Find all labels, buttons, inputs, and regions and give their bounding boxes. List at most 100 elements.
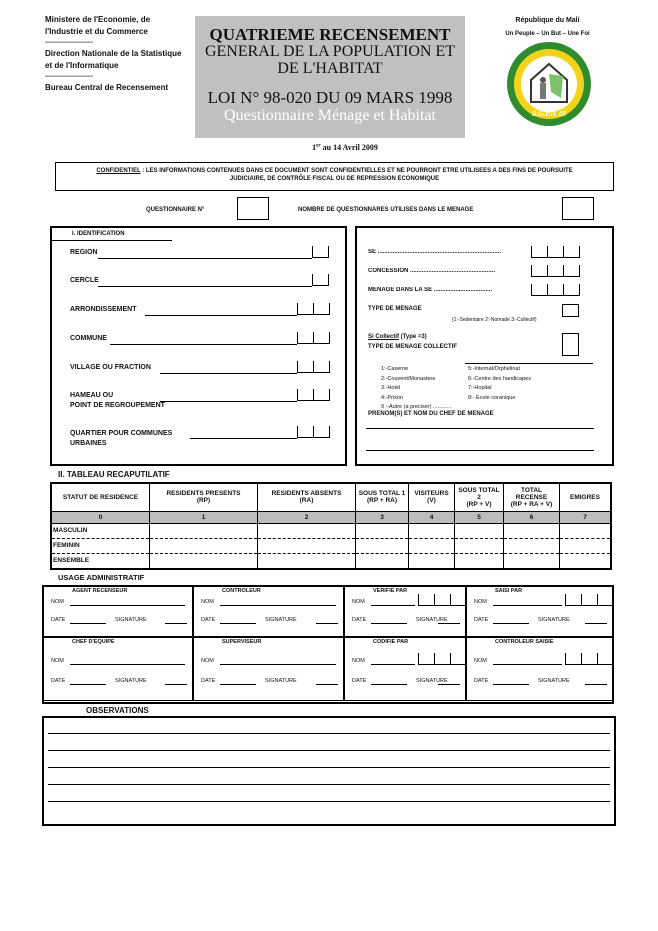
col-header: STATUT DE RESIDENCE	[50, 482, 150, 512]
census-dates: 1er au 14 Avril 2009	[290, 143, 400, 152]
confidential-text: : LES INFORMATIONS CONTENUES DANS CE DOC…	[140, 168, 573, 174]
observations-title: OBSERVATIONS	[86, 706, 149, 715]
type-menage-field[interactable]	[562, 304, 579, 317]
divider: ------------------------	[45, 74, 93, 80]
role-label: AGENT RECENSEUR	[72, 588, 128, 594]
date-field[interactable]	[493, 623, 529, 624]
nom-label: NOM	[201, 658, 214, 664]
signature-field[interactable]	[165, 623, 187, 624]
ministry-line: Ministere de l'Economie, de	[45, 15, 151, 24]
nom-field[interactable]	[371, 664, 415, 665]
nb-questionnaires-field[interactable]	[562, 197, 594, 220]
signature-label: SIGNATURE	[538, 617, 570, 623]
date-field[interactable]	[371, 684, 407, 685]
nom-label: NOM	[201, 599, 214, 605]
col-header: RESIDENTS ABSENTS (RA)	[257, 482, 356, 512]
region-field[interactable]	[98, 258, 312, 259]
nb-questionnaires-label: NOMBRE DE QUESTIONNARES UTILISES DANS LE…	[298, 207, 474, 213]
region-code[interactable]	[312, 246, 329, 258]
code-cells[interactable]	[565, 653, 614, 665]
option: 1:-Caserne	[381, 366, 409, 372]
signature-field[interactable]	[165, 684, 187, 685]
date-field[interactable]	[70, 623, 106, 624]
menage-se-code[interactable]	[531, 284, 580, 296]
confidential-label: CONFIDENTIEL	[96, 168, 141, 174]
date-field[interactable]	[70, 684, 106, 685]
ministry-line: et de l'Informatique	[45, 61, 119, 70]
signature-label: SIGNATURE	[265, 617, 297, 623]
ministry-line: Direction Nationale de la Statistique	[45, 49, 182, 58]
type-collectif-field[interactable]	[562, 333, 579, 356]
signature-field[interactable]	[585, 684, 607, 685]
chef-menage-field[interactable]	[366, 450, 594, 451]
title-line: DE L'HABITAT	[277, 60, 383, 77]
cercle-field[interactable]	[98, 286, 312, 287]
quartier-field[interactable]	[190, 438, 297, 439]
cercle-label: CERCLE	[70, 277, 99, 284]
nom-field[interactable]	[70, 664, 185, 665]
commune-field[interactable]	[110, 344, 297, 345]
nom-label: NOM	[474, 599, 487, 605]
admin-cell	[465, 636, 614, 701]
col-header: TOTAL RECENSE (RP + RA + V)	[503, 482, 560, 512]
date-label: DATE	[51, 617, 66, 623]
code-cells[interactable]	[418, 594, 467, 606]
role-label: VERIFIE PAR	[373, 588, 408, 594]
recap-title: II. TABLEAU RECAPUTILATIF	[58, 470, 170, 479]
quartier-code[interactable]	[297, 426, 330, 438]
village-code[interactable]	[297, 361, 330, 373]
admin-cell	[465, 585, 614, 637]
chef-menage-field[interactable]	[366, 428, 594, 429]
nom-field[interactable]	[220, 664, 336, 665]
rgph-logo: R.G.P.H. 09	[505, 40, 593, 133]
si-collectif-label: Si Collectif	[368, 334, 400, 340]
admin-cell	[42, 636, 194, 701]
recap-table: STATUT DE RESIDENCE RESIDENTS PRESENTS (R…	[50, 482, 612, 570]
signature-field[interactable]	[438, 684, 460, 685]
title-line: QUATRIEME RECENSEMENT	[209, 25, 451, 44]
arrondissement-field[interactable]	[145, 315, 297, 316]
nom-field[interactable]	[493, 605, 562, 606]
date-field[interactable]	[371, 623, 407, 624]
date-field[interactable]	[220, 684, 256, 685]
hameau-label: POINT DE REGROUPEMENT	[70, 402, 165, 409]
commune-code[interactable]	[297, 332, 330, 344]
law-reference: LOI N° 98-020 DU 09 MARS 1998	[207, 88, 453, 107]
date-label: DATE	[474, 617, 489, 623]
identification-section: I. IDENTIFICATION	[50, 226, 347, 466]
svg-text:R.G.P.H. 09: R.G.P.H. 09	[531, 110, 567, 118]
confidential-notice: CONFIDENTIEL : LES INFORMATIONS CONTENUE…	[55, 162, 614, 191]
table-row: FEMININ	[50, 537, 612, 554]
nom-field[interactable]	[70, 605, 185, 606]
signature-field[interactable]	[316, 684, 338, 685]
nom-field[interactable]	[220, 605, 336, 606]
village-field[interactable]	[160, 373, 297, 374]
code-cells[interactable]	[565, 594, 614, 606]
date-field[interactable]	[220, 623, 256, 624]
hameau-code[interactable]	[297, 389, 330, 401]
cercle-code[interactable]	[312, 274, 329, 286]
signature-label: SIGNATURE	[115, 678, 147, 684]
signature-field[interactable]	[316, 623, 338, 624]
observations-box[interactable]	[42, 716, 616, 826]
signature-field[interactable]	[438, 623, 460, 624]
option: 2:-Couvent/Monastere	[381, 375, 436, 382]
code-cells[interactable]	[418, 653, 467, 665]
option: 3:-Hotel	[381, 385, 401, 391]
menage-se-label: MENAGE DANS LA SE ......................…	[368, 287, 493, 293]
role-label: CONTROLEUR	[222, 588, 261, 594]
questionnaire-no-field[interactable]	[237, 197, 269, 220]
date-field[interactable]	[493, 684, 529, 685]
signature-field[interactable]	[585, 623, 607, 624]
arrondissement-code[interactable]	[297, 303, 330, 315]
nom-field[interactable]	[371, 605, 415, 606]
concession-code[interactable]	[531, 265, 580, 277]
role-label: CHEF D'EQUIPE	[72, 639, 115, 645]
se-code[interactable]	[531, 246, 580, 258]
date-label: DATE	[51, 678, 66, 684]
nom-field[interactable]	[493, 664, 562, 665]
hameau-field[interactable]	[160, 401, 297, 402]
admin-title: USAGE ADMINISTRATIF	[58, 573, 145, 582]
date-label: DATE	[201, 617, 216, 623]
